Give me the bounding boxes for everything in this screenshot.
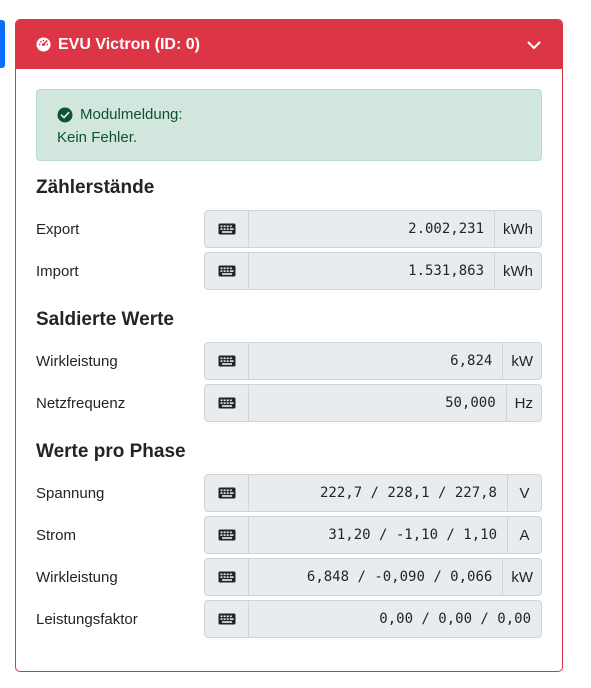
keyboard-icon[interactable] [204, 600, 249, 638]
row-label: Spannung [36, 484, 105, 502]
value-group: 31,20 / -1,10 / 1,10 A [204, 516, 542, 554]
value-row: Netzfrequenz 50,000 Hz [36, 384, 542, 422]
row-label: Netzfrequenz [36, 394, 126, 412]
row-label: Export [36, 220, 80, 238]
chevron-down-icon[interactable] [526, 37, 542, 53]
unit-label: kW [503, 558, 542, 596]
value-group: 50,000 Hz [204, 384, 542, 422]
value-row: Export 2.002,231 kWh [36, 210, 542, 248]
value-field: 2.002,231 [249, 210, 495, 248]
value-row: Wirkleistung 6,848 / -0,090 / 0,066 kW [36, 558, 542, 596]
value-row: Wirkleistung 6,824 kW [36, 342, 542, 380]
unit-label: A [508, 516, 542, 554]
value-group: 2.002,231 kWh [204, 210, 542, 248]
keyboard-icon[interactable] [204, 516, 249, 554]
value-field: 1.531,863 [249, 252, 495, 290]
section-saldiert: Wirkleistung 6,824 kW Netzfrequenz 50,00… [36, 342, 542, 422]
value-row: Spannung 222,7 / 228,1 / 227,8 V [36, 474, 542, 512]
evu-card: EVU Victron (ID: 0) Modulmeldung: Kein F… [15, 19, 563, 672]
status-alert: Modulmeldung: Kein Fehler. [36, 89, 542, 161]
value-field: 0,00 / 0,00 / 0,00 [249, 600, 542, 638]
value-field: 222,7 / 228,1 / 227,8 [249, 474, 508, 512]
value-field: 6,848 / -0,090 / 0,066 [249, 558, 504, 596]
row-label: Strom [36, 526, 77, 544]
keyboard-icon[interactable] [204, 252, 249, 290]
check-circle-icon [57, 107, 73, 123]
row-label: Import [36, 262, 79, 280]
row-label: Wirkleistung [36, 352, 118, 370]
keyboard-icon[interactable] [204, 384, 249, 422]
section-phase: Spannung 222,7 / 228,1 / 227,8 V Strom 3… [36, 474, 542, 638]
unit-label: V [508, 474, 542, 512]
keyboard-icon[interactable] [204, 474, 249, 512]
section-zaehler: Export 2.002,231 kWh Import 1.531,863 kW… [36, 210, 542, 290]
side-nav-accent [0, 20, 5, 68]
card-title: EVU Victron (ID: 0) [58, 35, 200, 53]
value-group: 1.531,863 kWh [204, 252, 542, 290]
value-group: 0,00 / 0,00 / 0,00 [204, 600, 542, 638]
card-title-wrap: EVU Victron (ID: 0) [36, 36, 526, 54]
value-field: 31,20 / -1,10 / 1,10 [249, 516, 508, 554]
section-title-zaehler: Zählerstände [36, 177, 155, 198]
value-field: 6,824 [249, 342, 504, 380]
section-title-saldiert: Saldierte Werte [36, 309, 174, 330]
unit-label: Hz [506, 384, 542, 422]
section-title-phase: Werte pro Phase [36, 441, 186, 462]
row-label: Leistungsfaktor [36, 610, 138, 628]
value-group: 222,7 / 228,1 / 227,8 V [204, 474, 542, 512]
unit-label: kWh [495, 252, 542, 290]
keyboard-icon[interactable] [204, 558, 249, 596]
unit-label: kWh [495, 210, 542, 248]
alert-message: Kein Fehler. [57, 129, 138, 146]
unit-label: kW [503, 342, 542, 380]
keyboard-icon[interactable] [204, 210, 249, 248]
value-row: Import 1.531,863 kWh [36, 252, 542, 290]
value-row: Leistungsfaktor 0,00 / 0,00 / 0,00 [36, 600, 542, 638]
alert-heading: Modulmeldung: [80, 106, 183, 123]
gauge-icon [36, 37, 51, 52]
row-label: Wirkleistung [36, 568, 118, 586]
value-field: 50,000 [249, 384, 507, 422]
alert-heading-line: Modulmeldung: [57, 103, 521, 126]
value-row: Strom 31,20 / -1,10 / 1,10 A [36, 516, 542, 554]
value-group: 6,848 / -0,090 / 0,066 kW [204, 558, 542, 596]
card-body: Modulmeldung: Kein Fehler. Zählerstände … [16, 69, 562, 662]
card-header[interactable]: EVU Victron (ID: 0) [16, 20, 562, 69]
value-group: 6,824 kW [204, 342, 542, 380]
keyboard-icon[interactable] [204, 342, 249, 380]
